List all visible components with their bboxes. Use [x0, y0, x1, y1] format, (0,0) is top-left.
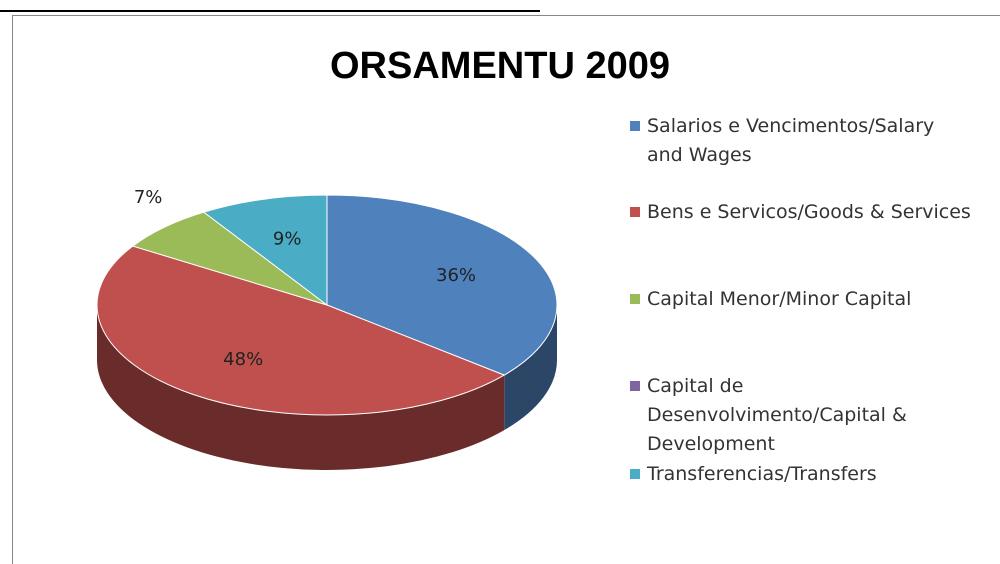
- legend-swatch: [630, 381, 640, 391]
- legend-item: Transferencias/Transfers: [630, 460, 975, 489]
- legend-label: Bens e Servicos/Goods & Services: [647, 201, 971, 223]
- pie-slice: [131, 211, 328, 306]
- pie-side: [97, 305, 505, 470]
- top-rule: [0, 10, 540, 12]
- data-label: 9%: [273, 229, 302, 250]
- legend-label: Transferencias/Transfers: [647, 463, 877, 485]
- legend-item: Capital de Desenvolvimento/Capital & Dev…: [630, 372, 975, 459]
- legend-swatch: [630, 207, 640, 217]
- data-label: 36%: [436, 265, 476, 286]
- pie-slice: [202, 194, 328, 307]
- legend-label: Capital Menor/Minor Capital: [647, 288, 912, 310]
- legend-item: Capital Menor/Minor Capital: [630, 285, 975, 314]
- pie-slice: [96, 245, 506, 416]
- legend-label: Capital de Desenvolvimento/Capital & Dev…: [647, 375, 907, 455]
- pie-side: [504, 305, 557, 431]
- chart-frame: [12, 15, 1000, 564]
- legend-swatch: [630, 294, 640, 304]
- legend-item: Bens e Servicos/Goods & Services: [630, 198, 975, 227]
- data-label: 7%: [134, 187, 163, 208]
- legend-swatch: [630, 121, 640, 131]
- legend-item: Salarios e Vencimentos/Salary and Wages: [630, 112, 975, 170]
- legend-swatch: [630, 469, 640, 479]
- chart-title: ORSAMENTU 2009: [330, 45, 670, 87]
- legend-label: Salarios e Vencimentos/Salary and Wages: [647, 115, 935, 166]
- data-label: 48%: [223, 349, 263, 370]
- pie-slice: [326, 194, 558, 376]
